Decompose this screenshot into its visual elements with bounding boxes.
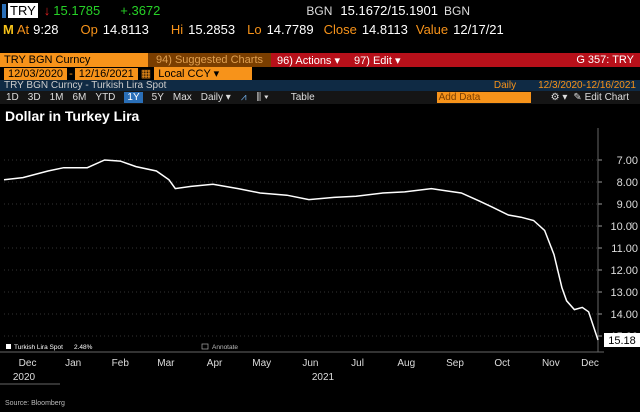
x-axis: Dec Jan Feb Mar Apr May Jun Jul Aug Sep Oct Nov Dec 2… — [0, 351, 604, 385]
function-code: G 357: TRY — [576, 54, 634, 66]
range-buttons-row: 1D 3D 1M 6M YTD 1Y 5Y Max Daily ▾ ⩘ ⫼ ▾ … — [0, 91, 640, 104]
currency-select[interactable]: Local CCY ▾ — [154, 67, 253, 80]
chart-subtitle: TRY BGN Curncy - Turkish Lira Spot — [4, 80, 167, 91]
action-bar: 96) Actions ▾ 97) Edit ▾ G 357: TRY — [271, 53, 640, 67]
security-field[interactable]: TRY BGN Curncy — [4, 54, 91, 66]
chart-subtitle-row: TRY BGN Curncy - Turkish Lira Spot Daily… — [0, 80, 640, 91]
bar-chart-icon[interactable]: ⫼ ▾ — [256, 92, 269, 103]
range-1d-button[interactable]: 1D — [6, 92, 19, 103]
open-value: 14.8113 — [102, 21, 149, 37]
x-year-label: 2021 — [312, 372, 335, 383]
x-tick-label: Dec — [19, 358, 37, 369]
low-value: 14.7789 — [266, 21, 314, 37]
price-tag: 15.18 — [604, 333, 640, 347]
scale-arrow-icon[interactable]: ↔ — [627, 220, 638, 230]
ticker-symbol[interactable]: TRY — [8, 3, 38, 18]
date-separator: - — [69, 67, 73, 80]
calendar-icon[interactable]: ▦ — [140, 68, 152, 80]
high-label: Hi — [170, 21, 184, 37]
x-tick-label: Mar — [157, 358, 175, 369]
edit-chart-button[interactable]: ✎ Edit Chart — [573, 92, 630, 103]
suggested-charts-button[interactable]: 94) Suggested Charts — [148, 53, 272, 67]
mcdonalds-logo-icon: M — [3, 21, 14, 37]
x-tick-label: Sep — [446, 358, 464, 369]
y-tick-label: 7.00 — [617, 155, 638, 167]
y-tick-label: 11.00 — [611, 243, 638, 255]
down-arrow-icon: ↓ — [43, 3, 51, 18]
x-tick-label: Jul — [351, 358, 364, 369]
x-tick-label: Nov — [542, 358, 560, 369]
actions-button[interactable]: 96) Actions ▾ — [277, 54, 341, 67]
value-date: 12/17/21 — [453, 21, 504, 37]
x-tick-label: Dec — [581, 358, 599, 369]
y-axis: 7.00 8.00 9.00 10.00 11.00 12.00 13.00 14.00 15.… — [597, 128, 638, 352]
annotate-label[interactable]: Annotate — [212, 344, 238, 351]
y-tick-label: 14.00 — [610, 309, 638, 321]
bgn-label: BGN — [306, 3, 333, 18]
table-button[interactable]: Table — [290, 92, 315, 103]
last-price: 15.1785 — [53, 3, 101, 18]
legend-swatch — [6, 344, 11, 349]
security-toolbar: TRY BGN Curncy 94) Suggested Charts 96) … — [0, 53, 640, 67]
chart-legend: Turkish Lira Spot 2.48% Annotate — [6, 343, 238, 351]
y-tick-label: 8.00 — [617, 177, 638, 189]
x-tick-label: Apr — [207, 358, 223, 369]
range-1m-button[interactable]: 1M — [49, 92, 64, 103]
frequency-label: Daily — [493, 80, 517, 91]
source-note: Source: Bloomberg — [5, 400, 65, 407]
y-tick-label: 10.00 — [610, 221, 638, 233]
range-ytd-button[interactable]: YTD — [95, 92, 116, 103]
x-tick-label: Jun — [302, 358, 318, 369]
add-data-input[interactable]: Add Data — [436, 92, 531, 103]
at-label: At — [16, 21, 30, 37]
x-tick-label: Jan — [65, 358, 81, 369]
ohlc-row: M At 9:28 Op 14.8113 Hi 15.2853 Lo 14.77… — [0, 21, 640, 37]
x-tick-label: Oct — [494, 358, 510, 369]
x-tick-label: Aug — [397, 358, 415, 369]
settings-icon[interactable]: ⚙ ▾ — [550, 92, 568, 103]
date-to-input[interactable]: 12/16/2021 — [74, 67, 138, 80]
chart-title: Dollar in Turkey Lira — [5, 108, 140, 124]
legend-series-name: Turkish Lira Spot — [14, 344, 63, 351]
frequency-select[interactable]: Daily ▾ — [200, 92, 231, 103]
close-label: Close — [323, 21, 357, 37]
quote-time: 9:28 — [33, 21, 59, 37]
line-chart-icon[interactable]: ⩘ — [240, 92, 247, 103]
x-year-label: 2020 — [13, 372, 36, 383]
date-range-label: 12/3/2020-12/16/2021 — [538, 80, 636, 91]
low-label: Lo — [247, 21, 262, 37]
price-change: +.3672 — [120, 3, 161, 18]
range-3d-button[interactable]: 3D — [27, 92, 41, 103]
date-range-row: 12/03/2020 - 12/16/2021 ▦ Local CCY ▾ — [0, 67, 640, 80]
quote-row: TRY ↓ 15.1785 +.3672 BGN 15.1672/15.1901… — [0, 0, 640, 21]
series-line — [3, 159, 599, 341]
date-from-input[interactable]: 12/03/2020 — [4, 67, 68, 80]
legend-series-change: 2.48% — [74, 344, 93, 351]
ticker-indicator-icon — [2, 3, 6, 18]
y-tick-label: 12.00 — [610, 265, 638, 277]
x-tick-label: May — [252, 358, 271, 369]
bid-ask: 15.1672/15.1901 — [340, 3, 439, 18]
x-tick-label: Feb — [112, 358, 130, 369]
value-label: Value — [415, 21, 449, 37]
y-tick-label: 9.00 — [617, 199, 638, 211]
edit-button[interactable]: 97) Edit ▾ — [354, 54, 401, 67]
range-1y-button[interactable]: 1Y — [124, 92, 143, 103]
close-value: 14.8113 — [361, 21, 408, 37]
high-value: 15.2853 — [188, 21, 236, 37]
annotate-icon[interactable] — [201, 343, 209, 350]
open-label: Op — [80, 21, 98, 37]
y-tick-label: 13.00 — [610, 287, 638, 299]
bgn-label-2: BGN — [444, 3, 471, 18]
range-5y-button[interactable]: 5Y — [151, 92, 164, 103]
range-max-button[interactable]: Max — [172, 92, 192, 103]
range-6m-button[interactable]: 6M — [72, 92, 87, 103]
chart-grid — [4, 159, 598, 337]
price-tag-value: 15.18 — [608, 335, 636, 347]
